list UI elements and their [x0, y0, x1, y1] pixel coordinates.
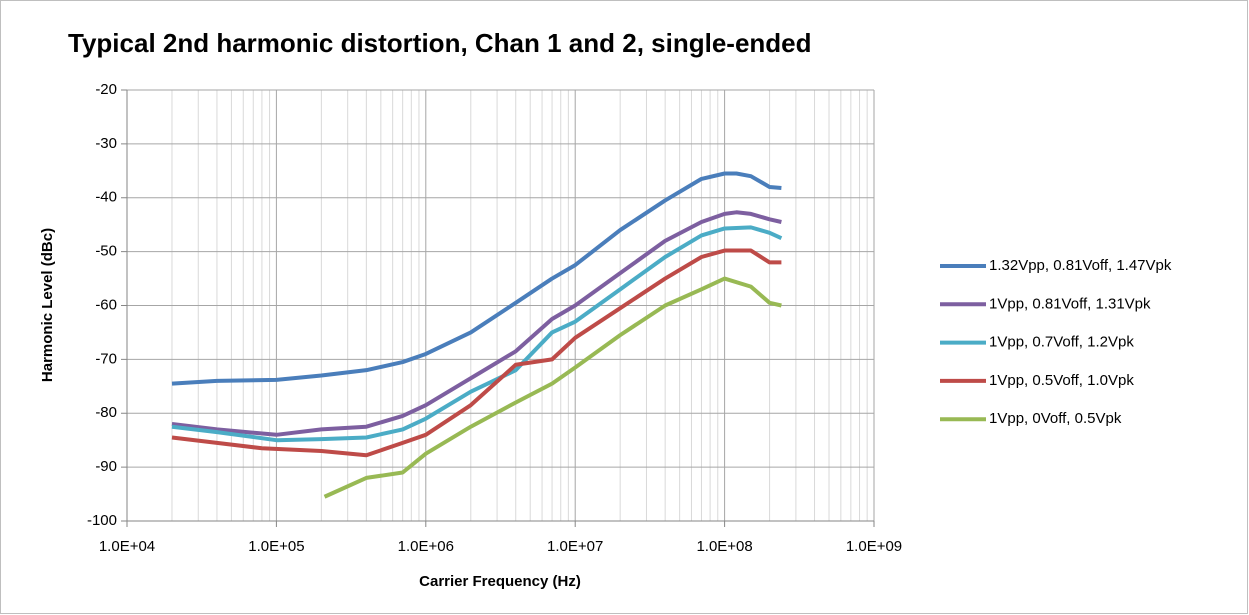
x-tick-label: 1.0E+05 [248, 538, 304, 555]
x-tick-label: 1.0E+04 [99, 538, 155, 555]
chart-title: Typical 2nd harmonic distortion, Chan 1 … [68, 28, 812, 58]
y-tick-label: -60 [95, 296, 117, 313]
y-tick-label: -70 [95, 350, 117, 367]
y-tick-label: -20 [95, 81, 117, 98]
y-tick-label: -50 [95, 243, 117, 260]
y-tick-label: -100 [87, 512, 117, 529]
x-tick-label: 1.0E+07 [547, 538, 603, 555]
legend-label: 1Vpp, 0.81Voff, 1.31Vpk [989, 295, 1151, 312]
y-tick-label: -40 [95, 189, 117, 206]
legend-label: 1.32Vpp, 0.81Voff, 1.47Vpk [989, 257, 1172, 274]
x-tick-label: 1.0E+08 [696, 538, 752, 555]
series-line [171, 171, 782, 386]
y-tick-label: -80 [95, 404, 117, 421]
x-tick-label: 1.0E+06 [398, 538, 454, 555]
y-tick-label: -90 [95, 458, 117, 475]
legend-label: 1Vpp, 0Voff, 0.5Vpk [989, 410, 1122, 427]
x-axis-title: Carrier Frequency (Hz) [419, 573, 581, 590]
series-line [171, 225, 783, 443]
y-tick-label: -30 [95, 135, 117, 152]
series-line [323, 276, 782, 499]
legend-label: 1Vpp, 0.5Voff, 1.0Vpk [989, 372, 1134, 389]
series-line [171, 248, 782, 458]
x-tick-label: 1.0E+09 [846, 538, 902, 555]
series-line [171, 210, 782, 437]
legend-label: 1Vpp, 0.7Voff, 1.2Vpk [989, 334, 1134, 351]
y-axis-title: Harmonic Level (dBc) [39, 228, 56, 382]
